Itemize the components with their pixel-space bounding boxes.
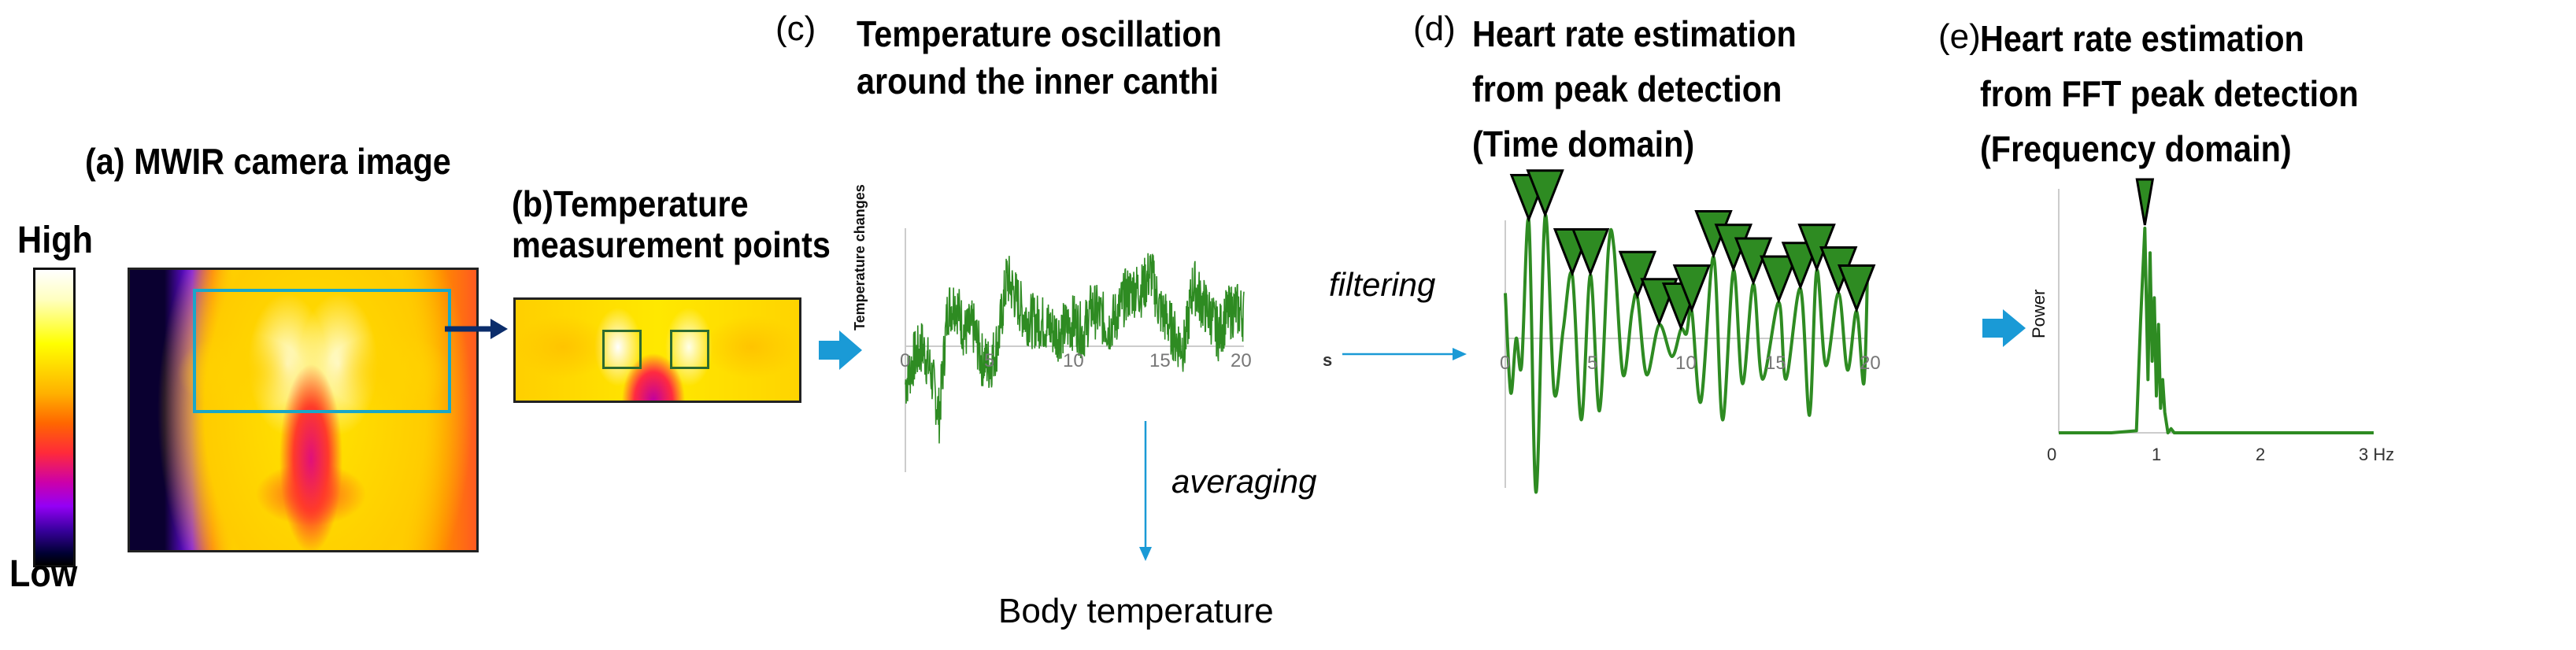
panel-e-letter: (e) (1938, 17, 1981, 56)
e-tick-3: 3 Hz (2359, 445, 2395, 464)
d-tick-10: 10 (1675, 353, 1697, 374)
filtering-label: filtering (1329, 266, 1436, 303)
panel-c-title-line2: around the inner canthi (857, 61, 1220, 102)
filtering-arrow-icon (1342, 348, 1467, 360)
panel-b-letter: (b) (512, 183, 553, 224)
panel-d-title-line3: (Time domain) (1472, 124, 1695, 164)
averaging-arrow-icon (1139, 421, 1152, 561)
panel-a-letter: (a) (85, 141, 125, 182)
c-x-unit: s (1323, 350, 1333, 370)
c-tick-15: 15 (1149, 350, 1171, 371)
panel-c-title-line1: Temperature oscillation (857, 13, 1222, 54)
flow-arrow-icon (819, 331, 862, 370)
fft-spectrum-chart (2058, 178, 2374, 434)
d-tick-20: 20 (1860, 353, 1881, 374)
measurement-point-right (670, 330, 709, 369)
thermal-face-image (128, 268, 479, 552)
d-tick-15: 15 (1765, 353, 1786, 374)
panel-b-title-line2: measurement points (512, 224, 831, 265)
averaging-label: averaging (1171, 463, 1317, 500)
measurement-point-left (602, 330, 642, 369)
temperature-colorbar (33, 268, 76, 567)
panel-b-title: (b)Temperature (512, 183, 749, 225)
panel-c-ylabel: Temperature changes (852, 184, 868, 331)
d-tick-0: 0 (1500, 353, 1511, 374)
roi-arrow-icon (445, 319, 508, 339)
c-tick-20: 20 (1231, 350, 1252, 371)
panel-e-title-line3: (Frequency domain) (1980, 128, 2292, 169)
panel-e-title-line1: Heart rate estimation (1980, 18, 2304, 59)
c-tick-0: 0 (900, 350, 911, 371)
panel-c-letter: (c) (775, 9, 816, 48)
panel-d-letter: (d) (1413, 9, 1456, 48)
e-tick-1: 1 (2152, 445, 2162, 464)
peak-detection-chart (1504, 169, 1876, 494)
e-tick-2: 2 (2256, 445, 2266, 464)
panel-b-title-line1: Temperature (553, 183, 749, 224)
c-tick-5: 5 (984, 350, 995, 371)
temperature-oscillation-chart (905, 228, 1245, 472)
colorbar-high-label: High (17, 220, 93, 261)
panel-a-title-text: MWIR camera image (134, 141, 451, 182)
e-tick-0: 0 (2047, 445, 2057, 464)
roi-box (193, 289, 451, 413)
panel-d-title-line1: Heart rate estimation (1472, 13, 1797, 54)
panel-d-title-line2: from peak detection (1472, 68, 1782, 109)
body-temperature-label: Body temperature (998, 592, 1274, 630)
c-tick-10: 10 (1063, 350, 1084, 371)
flow-arrow-icon-2 (1982, 309, 2026, 347)
d-tick-5: 5 (1587, 353, 1598, 374)
panel-e-title-line2: from FFT peak detection (1980, 73, 2359, 114)
panel-a-title: (a) MWIR camera image (85, 140, 451, 183)
cropped-thermal-image (513, 297, 801, 403)
colorbar-low-label: Low (9, 553, 78, 595)
